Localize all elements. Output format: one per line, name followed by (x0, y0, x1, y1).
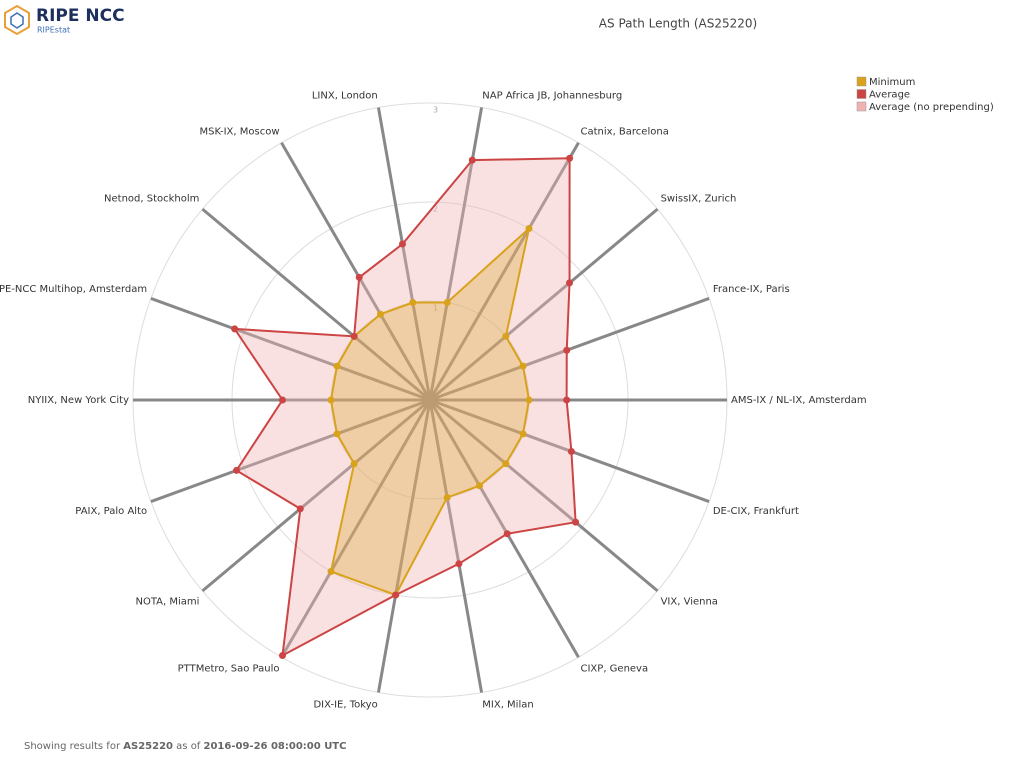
point (333, 362, 341, 370)
point (443, 299, 451, 307)
spoke (376, 399, 432, 693)
chart-title: AS Path Length (AS25220) (599, 17, 757, 31)
point (572, 518, 580, 526)
footer-time: 2016-09-26 08:00:00 UTC (204, 741, 347, 752)
point (350, 460, 358, 468)
category-label: Netnod, Stockholm (104, 194, 199, 205)
r-tick-label: 1 (433, 304, 438, 313)
spoke (429, 398, 659, 593)
point (327, 396, 335, 404)
category-label: DIX-IE, Tokyo (313, 699, 377, 710)
point (519, 362, 527, 370)
point (455, 560, 463, 568)
category-label: PTTMetro, Sao Paulo (178, 664, 280, 675)
legend-swatch (856, 101, 867, 112)
spoke (201, 207, 431, 402)
point (231, 325, 239, 333)
category-label: PAIX, Palo Alto (75, 506, 147, 517)
category-label: CIXP, Geneva (581, 664, 649, 675)
spoke (376, 107, 432, 401)
logo-name: RIPE NCC (36, 6, 125, 26)
category-label: MSK-IX, Moscow (200, 126, 280, 137)
point (563, 396, 571, 404)
spoke (150, 297, 431, 402)
point (377, 310, 384, 318)
point (333, 430, 341, 438)
category-label: Catnix, Barcelona (581, 126, 669, 137)
r-tick-label: 2 (433, 205, 438, 214)
footer-asn: AS25220 (123, 741, 173, 752)
point (409, 299, 417, 307)
spoke (428, 399, 580, 658)
legend-label: Minimum (869, 77, 915, 88)
footer-prefix: Showing results for (24, 741, 121, 752)
point (476, 482, 483, 490)
spoke (201, 398, 431, 593)
legend-label: Average (869, 90, 910, 101)
footer-mid: as of (176, 741, 201, 752)
category-label: AMS-IX / NL-IX, Amsterdam (731, 395, 867, 406)
footer: Showing results for AS25220 as of 2016-0… (24, 741, 346, 752)
point (566, 279, 574, 287)
logo-icon (10, 12, 24, 29)
series-area (232, 157, 577, 658)
point (398, 240, 406, 248)
point (502, 460, 510, 468)
r-tick-label: 3 (433, 106, 438, 115)
spoke (428, 142, 580, 401)
category-label: SwissIX, Zurich (661, 194, 737, 205)
legend-label: Average (no prepending) (869, 102, 994, 113)
point (503, 530, 511, 538)
spoke (280, 399, 432, 658)
point (278, 651, 286, 659)
spoke (428, 399, 484, 693)
point (468, 156, 476, 164)
category-label: DE-CIX, Frankfurt (713, 506, 799, 517)
point (563, 346, 571, 354)
point (566, 154, 574, 162)
point (525, 225, 533, 233)
category-label: LINX, London (312, 91, 378, 102)
point (232, 466, 240, 474)
spoke (280, 142, 432, 401)
legend-swatch (856, 89, 867, 99)
category-label: NYIIX, New York City (28, 395, 129, 406)
category-label: France-IX, Paris (713, 284, 790, 295)
category-label: VIX, Vienna (661, 596, 718, 607)
legend-swatch (856, 76, 867, 87)
point (350, 332, 358, 340)
point (519, 430, 527, 438)
category-label: NOTA, Miami (135, 596, 199, 607)
point (567, 447, 575, 455)
logo-icon (4, 4, 30, 36)
point (278, 396, 286, 404)
point (525, 396, 533, 404)
point (392, 591, 400, 599)
category-label: RIPE-NCC Multihop, Amsterdam (0, 284, 147, 295)
spoke (428, 107, 484, 401)
category-label: NAP Africa JB, Johannesburg (482, 91, 622, 102)
logo: RIPE NCC RIPEstat (4, 4, 125, 36)
spoke (429, 207, 659, 402)
logo-product: RIPEstat (37, 26, 70, 35)
series-area (234, 158, 576, 656)
point (327, 567, 335, 575)
spoke (150, 398, 431, 503)
point (296, 505, 304, 513)
category-label: MIX, Milan (482, 699, 533, 710)
point (355, 273, 363, 281)
point (502, 332, 510, 340)
point (443, 493, 451, 501)
